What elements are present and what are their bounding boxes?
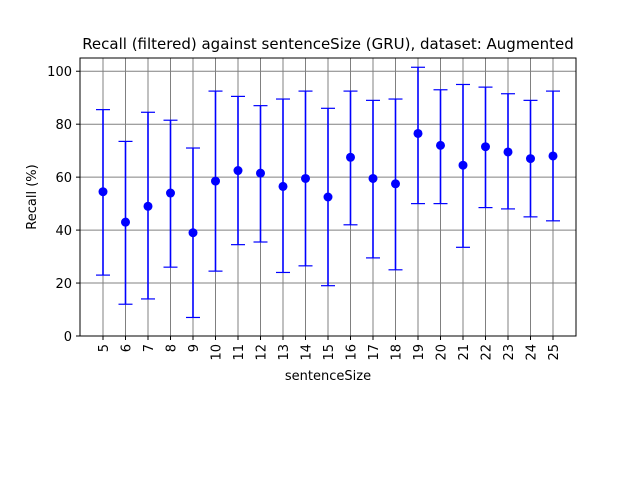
x-tick-label: 14	[300, 344, 315, 361]
chart-title: Recall (filtered) against sentenceSize (…	[82, 35, 574, 53]
x-tick-label: 18	[390, 344, 405, 361]
data-point	[526, 154, 535, 164]
data-point	[301, 173, 310, 183]
x-axis-label: sentenceSize	[285, 369, 371, 384]
data-point	[166, 188, 175, 198]
data-point	[436, 140, 445, 150]
data-point	[368, 173, 378, 183]
x-tick-label: 10	[210, 344, 225, 361]
axis-ticks: 0 20 40 60 80 100 5 6 7 8 9 10 11 12 13 14 15 16 17 18 19 20 2…	[47, 65, 562, 360]
x-tick-label: 23	[502, 344, 517, 361]
x-tick-label: 9	[187, 344, 202, 352]
data-point	[233, 166, 243, 176]
y-tick-label: 80	[55, 118, 72, 133]
y-tick-label: 0	[64, 330, 72, 345]
data-point	[98, 187, 108, 197]
x-tick-label: 5	[97, 344, 112, 352]
plot-area	[79, 57, 577, 337]
y-tick-label: 20	[55, 277, 72, 292]
x-tick-label: 8	[165, 344, 180, 352]
data-point	[278, 181, 288, 191]
data-point	[481, 142, 490, 152]
x-tick-label: 6	[120, 344, 135, 352]
data-point	[346, 152, 355, 162]
x-tick-label: 15	[322, 344, 337, 361]
data-point	[211, 176, 220, 186]
x-tick-label: 11	[232, 344, 247, 361]
data-point	[143, 201, 153, 211]
y-tick-label: 100	[47, 65, 72, 80]
data-point	[458, 160, 468, 170]
x-tick-label: 13	[277, 344, 292, 361]
x-tick-label: 24	[525, 344, 540, 361]
x-tick-label: 16	[345, 344, 360, 361]
data-point	[323, 192, 333, 202]
y-tick-label: 40	[55, 224, 72, 239]
x-tick-label: 12	[255, 344, 270, 361]
x-tick-label: 20	[435, 344, 450, 361]
y-tick-label: 60	[55, 171, 72, 186]
x-tick-label: 21	[457, 344, 472, 361]
x-tick-label: 17	[367, 344, 382, 361]
x-tick-label: 7	[142, 344, 157, 352]
y-axis-label: Recall (%)	[25, 164, 40, 229]
data-point	[121, 217, 130, 227]
data-point	[256, 168, 265, 178]
x-tick-label: 22	[480, 344, 495, 361]
data-points	[98, 128, 558, 238]
x-tick-label: 25	[547, 344, 562, 361]
x-tick-label: 19	[412, 344, 427, 361]
data-point	[188, 228, 198, 238]
data-point	[503, 147, 513, 157]
data-point	[548, 151, 558, 161]
data-point	[391, 179, 400, 189]
data-point	[413, 128, 423, 138]
